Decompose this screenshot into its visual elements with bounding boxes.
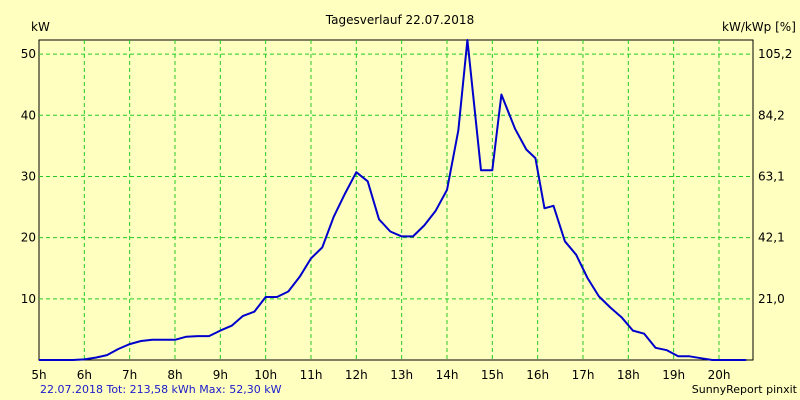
x-tick-label: 7h — [122, 368, 137, 382]
y-tick-label-right: 63,1 — [758, 169, 785, 183]
x-tick-label: 5h — [31, 368, 46, 382]
y-tick-label-right: 21,0 — [758, 292, 785, 306]
x-tick-label: 12h — [345, 368, 368, 382]
x-tick-label: 20h — [708, 368, 731, 382]
chart-title: Tagesverlauf 22.07.2018 — [325, 13, 474, 27]
y-tick-label-right: 105,2 — [758, 47, 792, 61]
x-tick-label: 17h — [572, 368, 595, 382]
footer-summary: 22.07.2018 Tot: 213,58 kWh Max: 52,30 kW — [40, 383, 282, 396]
series-line — [39, 39, 747, 361]
x-tick-label: 15h — [481, 368, 504, 382]
plot-area — [38, 39, 754, 361]
power-series-line — [39, 39, 747, 361]
footer-credit: SunnyReport pinxit — [692, 383, 798, 396]
x-tick-label: 6h — [77, 368, 92, 382]
y-axis-right-label: kW/kWp [%] — [722, 20, 796, 34]
x-tick-label: 13h — [390, 368, 413, 382]
x-tick-label: 19h — [662, 368, 685, 382]
y-tick-label-left: 30 — [21, 169, 36, 183]
x-tick-label: 9h — [213, 368, 228, 382]
x-tick-label: 10h — [254, 368, 277, 382]
y-tick-label-left: 10 — [21, 292, 36, 306]
y-tick-label-right: 42,1 — [758, 231, 785, 245]
x-tick-label: 8h — [167, 368, 182, 382]
y-axis-left-label: kW — [31, 20, 50, 34]
x-tick-label: 16h — [526, 368, 549, 382]
y-tick-label-left: 40 — [21, 108, 36, 122]
x-tick-label: 11h — [300, 368, 323, 382]
x-tick-label: 14h — [436, 368, 459, 382]
x-tick-label: 18h — [617, 368, 640, 382]
y-tick-label-right: 84,2 — [758, 108, 785, 122]
tick-labels: 5h 6h 7h 8h 9h 10h 11h 12h 13h 14h 15h 16h 17h 18h 19h… — [21, 47, 793, 382]
y-tick-label-left: 50 — [21, 47, 36, 61]
grid — [39, 40, 753, 360]
y-tick-label-left: 20 — [21, 231, 36, 245]
